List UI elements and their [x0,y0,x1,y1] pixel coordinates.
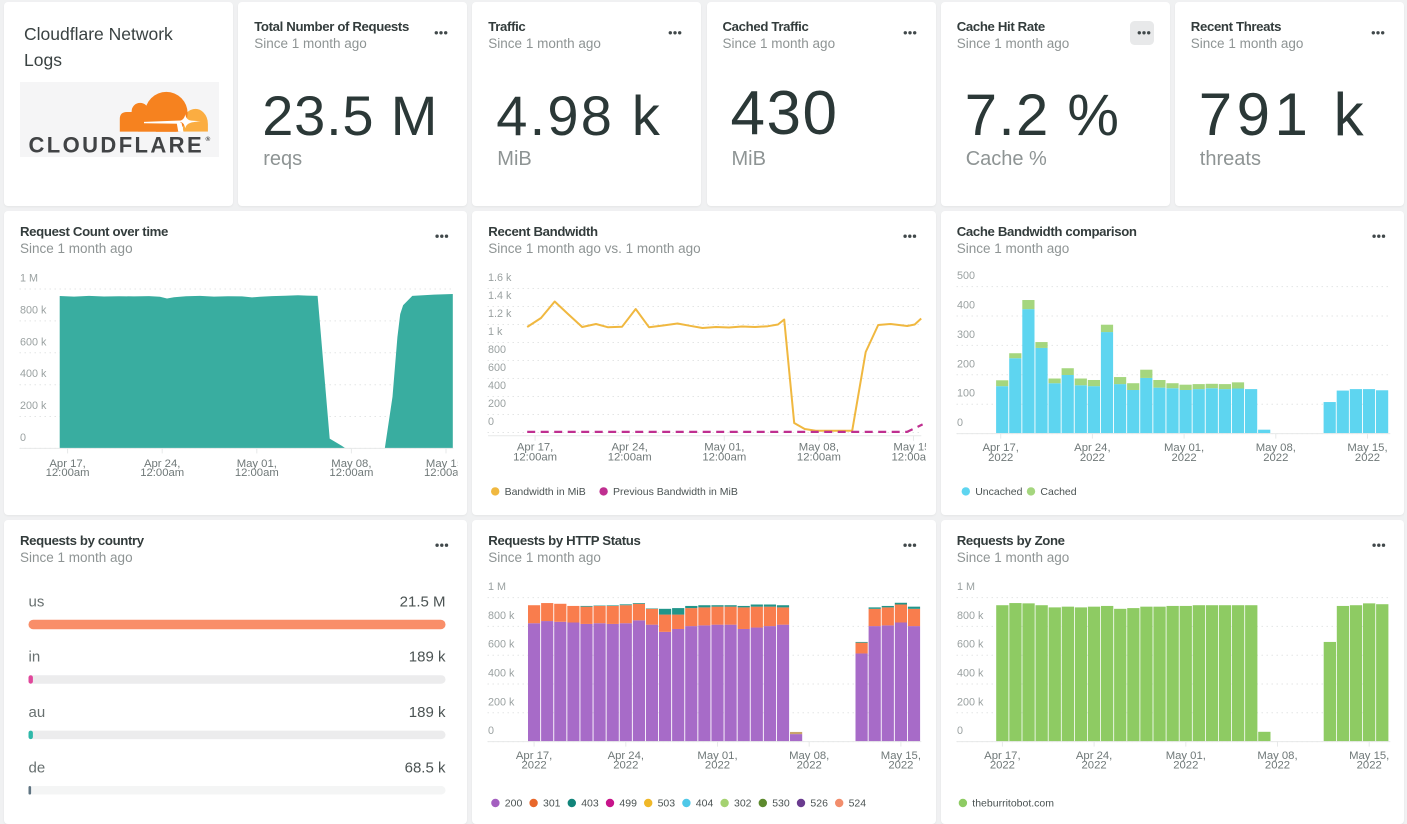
svg-text:in: in [29,649,41,666]
svg-text:au: au [29,704,46,721]
svg-text:400 k: 400 k [488,668,515,680]
svg-text:CLOUDFLARE: CLOUDFLARE [29,133,205,158]
svg-text:12:00am: 12:00am [140,467,184,479]
svg-text:800: 800 [488,344,506,356]
svg-text:499: 499 [620,797,638,809]
svg-text:600 k: 600 k [20,336,47,348]
svg-text:Bandwidth in MiB: Bandwidth in MiB [505,486,586,498]
svg-text:2022: 2022 [1080,452,1105,464]
svg-text:302: 302 [734,797,752,809]
svg-text:1 M: 1 M [957,581,975,593]
svg-text:0: 0 [957,725,963,737]
svg-text:2022: 2022 [889,760,914,772]
svg-text:1 M: 1 M [20,273,38,285]
svg-text:12:00am: 12:00am [235,467,279,479]
svg-text:200 k: 200 k [488,696,515,708]
svg-text:400: 400 [957,300,975,312]
svg-text:Cached: Cached [1040,486,1076,498]
svg-text:12:00am: 12:00am [892,452,936,464]
svg-text:2022: 2022 [990,760,1015,772]
svg-text:12:00am: 12:00am [329,467,373,479]
svg-text:189 k: 189 k [409,704,446,721]
svg-text:2022: 2022 [1355,452,1380,464]
svg-text:2022: 2022 [1081,760,1106,772]
svg-text:2022: 2022 [1263,452,1288,464]
svg-text:404: 404 [696,797,714,809]
svg-text:21.5 M: 21.5 M [400,593,446,610]
svg-text:2022: 2022 [1171,452,1196,464]
svg-text:526: 526 [811,797,829,809]
svg-text:de: de [29,760,46,777]
svg-text:2022: 2022 [1173,760,1198,772]
svg-text:600: 600 [488,362,506,374]
svg-text:1.6 k: 1.6 k [488,272,512,284]
svg-text:Uncached: Uncached [975,486,1022,498]
svg-text:400 k: 400 k [20,368,47,380]
svg-text:301: 301 [543,797,561,809]
svg-text:2022: 2022 [705,760,730,772]
svg-text:12:00am: 12:00am [46,467,90,479]
svg-text:1.2 k: 1.2 k [488,308,512,320]
svg-text:theburritobot.com: theburritobot.com [972,797,1054,809]
svg-text:403: 403 [581,797,599,809]
svg-text:524: 524 [849,797,867,809]
svg-text:0: 0 [488,416,494,428]
svg-text:100: 100 [957,388,975,400]
svg-text:12:00am: 12:00am [608,452,652,464]
svg-text:800 k: 800 k [20,304,47,316]
svg-text:12:00am: 12:00am [703,452,747,464]
svg-text:Previous Bandwidth in MiB: Previous Bandwidth in MiB [613,486,738,498]
svg-text:200: 200 [957,358,975,370]
svg-text:1 M: 1 M [488,581,506,593]
svg-text:600 k: 600 k [488,639,515,651]
svg-text:530: 530 [772,797,790,809]
svg-text:12:00am: 12:00am [513,452,557,464]
svg-text:503: 503 [658,797,676,809]
svg-text:800 k: 800 k [957,610,984,622]
svg-text:®: ® [206,135,211,143]
svg-text:2022: 2022 [988,452,1013,464]
svg-text:0: 0 [957,417,963,429]
svg-text:0: 0 [20,432,26,444]
svg-text:800 k: 800 k [488,610,515,622]
svg-text:200 k: 200 k [957,696,984,708]
svg-text:189 k: 189 k [409,649,446,666]
svg-text:2022: 2022 [1265,760,1290,772]
svg-text:2022: 2022 [614,760,639,772]
svg-text:500: 500 [957,270,975,282]
svg-text:200: 200 [488,398,506,410]
svg-text:2022: 2022 [797,760,822,772]
svg-text:200 k: 200 k [20,400,47,412]
svg-text:us: us [29,593,45,610]
svg-text:400: 400 [488,380,506,392]
svg-text:200: 200 [505,797,523,809]
svg-text:2022: 2022 [1356,760,1381,772]
svg-text:12:00am: 12:00am [424,467,468,479]
svg-text:12:00am: 12:00am [797,452,841,464]
svg-text:0: 0 [488,725,494,737]
svg-text:300: 300 [957,329,975,341]
svg-text:600 k: 600 k [957,639,984,651]
svg-text:1 k: 1 k [488,326,503,338]
svg-text:1.4 k: 1.4 k [488,290,512,302]
svg-text:2022: 2022 [522,760,547,772]
svg-text:68.5 k: 68.5 k [405,760,446,777]
svg-text:400 k: 400 k [957,668,984,680]
